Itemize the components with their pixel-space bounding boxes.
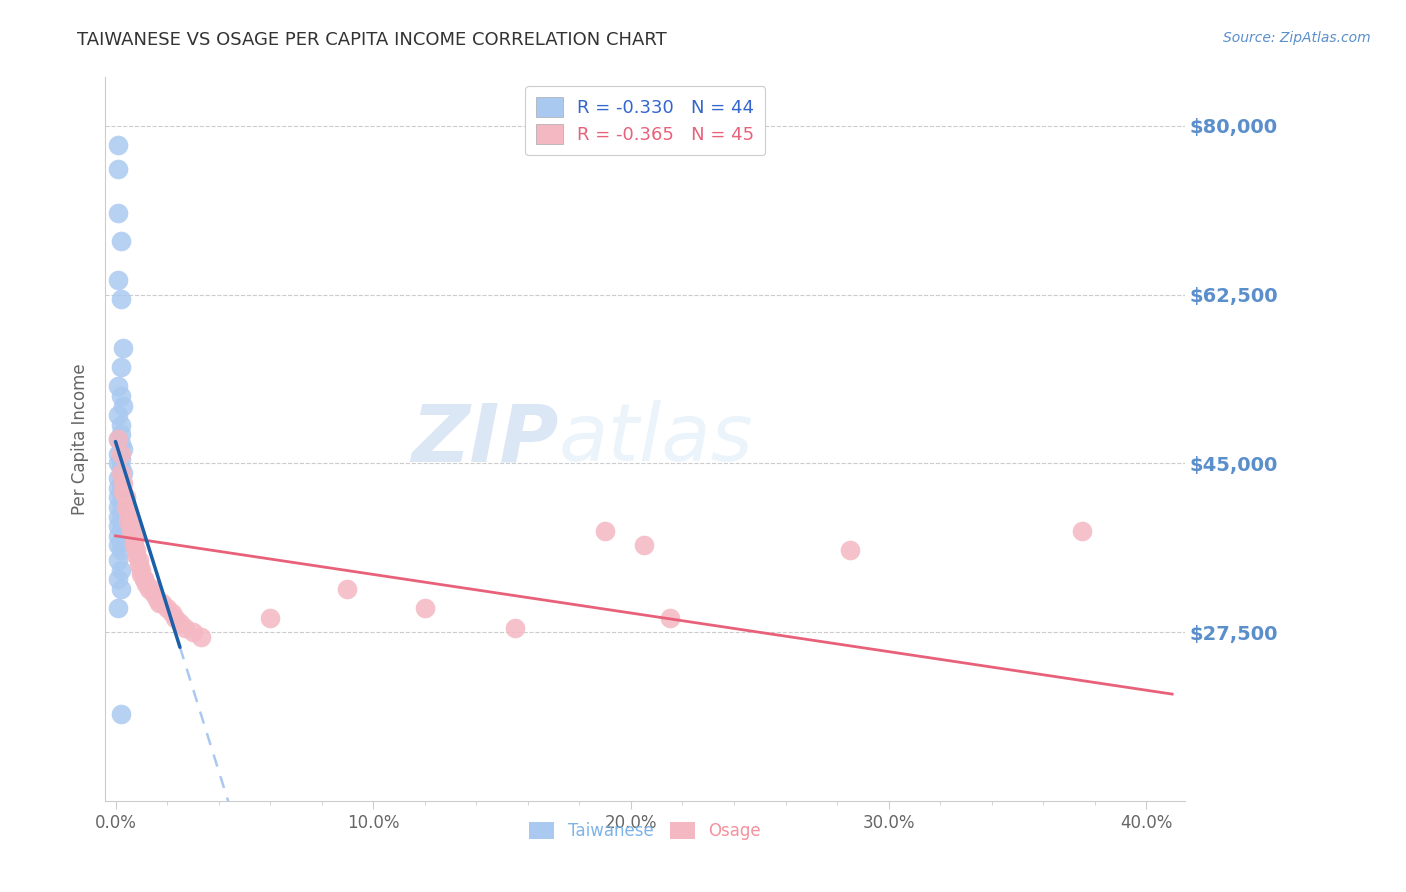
- Point: [110, 475, 132, 490]
- Text: ZIP: ZIP: [412, 401, 558, 478]
- Point: [181, 625, 204, 640]
- Point: [145, 591, 167, 606]
- Point: [148, 596, 170, 610]
- Point: [107, 481, 129, 495]
- Point: [633, 539, 655, 553]
- Point: [132, 572, 155, 586]
- Point: [110, 359, 132, 374]
- Point: [160, 606, 183, 620]
- Point: [110, 563, 132, 577]
- Point: [122, 539, 145, 553]
- Point: [107, 500, 129, 514]
- Text: Source: ZipAtlas.com: Source: ZipAtlas.com: [1223, 31, 1371, 45]
- Point: [110, 466, 132, 480]
- Point: [141, 582, 163, 596]
- Point: [110, 293, 132, 307]
- Point: [107, 433, 129, 447]
- Point: [503, 620, 526, 634]
- Point: [114, 490, 136, 504]
- Point: [839, 543, 862, 558]
- Point: [110, 461, 132, 475]
- Point: [110, 451, 132, 466]
- Point: [120, 524, 142, 538]
- Point: [110, 543, 132, 558]
- Point: [128, 553, 150, 567]
- Point: [122, 533, 145, 548]
- Point: [107, 519, 129, 533]
- Point: [117, 514, 139, 528]
- Point: [112, 399, 135, 413]
- Point: [112, 466, 135, 480]
- Point: [658, 611, 681, 625]
- Point: [110, 514, 132, 528]
- Point: [107, 601, 129, 615]
- Point: [107, 539, 129, 553]
- Point: [107, 447, 129, 461]
- Point: [132, 572, 155, 586]
- Point: [259, 611, 281, 625]
- Legend: R = -0.330   N = 44, R = -0.365   N = 45: R = -0.330 N = 44, R = -0.365 N = 45: [524, 87, 765, 155]
- Point: [143, 587, 166, 601]
- Point: [112, 485, 135, 500]
- Point: [413, 601, 436, 615]
- Point: [112, 475, 135, 490]
- Point: [107, 490, 129, 504]
- Point: [107, 471, 129, 485]
- Point: [107, 433, 129, 447]
- Point: [107, 408, 129, 422]
- Point: [107, 205, 129, 219]
- Point: [125, 543, 148, 558]
- Point: [138, 582, 160, 596]
- Point: [114, 500, 136, 514]
- Point: [110, 485, 132, 500]
- Text: TAIWANESE VS OSAGE PER CAPITA INCOME CORRELATION CHART: TAIWANESE VS OSAGE PER CAPITA INCOME COR…: [77, 31, 666, 49]
- Point: [110, 427, 132, 442]
- Point: [110, 447, 132, 461]
- Point: [107, 529, 129, 543]
- Point: [1071, 524, 1094, 538]
- Point: [122, 529, 145, 543]
- Point: [125, 548, 148, 562]
- Point: [110, 582, 132, 596]
- Point: [163, 611, 186, 625]
- Point: [110, 524, 132, 538]
- Point: [107, 273, 129, 287]
- Point: [110, 437, 132, 451]
- Point: [593, 524, 616, 538]
- Point: [174, 620, 197, 634]
- Point: [107, 572, 129, 586]
- Point: [110, 707, 132, 722]
- Point: [112, 442, 135, 456]
- Y-axis label: Per Capita Income: Per Capita Income: [72, 364, 89, 516]
- Point: [120, 519, 142, 533]
- Point: [150, 596, 173, 610]
- Point: [110, 495, 132, 509]
- Point: [107, 457, 129, 471]
- Point: [110, 389, 132, 403]
- Point: [129, 567, 152, 582]
- Point: [110, 235, 132, 249]
- Point: [110, 505, 132, 519]
- Point: [135, 577, 157, 591]
- Point: [190, 630, 212, 644]
- Point: [110, 533, 132, 548]
- Point: [128, 558, 150, 572]
- Point: [110, 417, 132, 432]
- Point: [336, 582, 359, 596]
- Point: [107, 509, 129, 524]
- Point: [117, 505, 139, 519]
- Point: [107, 162, 129, 177]
- Point: [169, 615, 191, 630]
- Point: [107, 553, 129, 567]
- Point: [107, 138, 129, 153]
- Point: [156, 601, 179, 615]
- Point: [107, 379, 129, 393]
- Point: [129, 563, 152, 577]
- Text: atlas: atlas: [558, 401, 754, 478]
- Point: [112, 341, 135, 355]
